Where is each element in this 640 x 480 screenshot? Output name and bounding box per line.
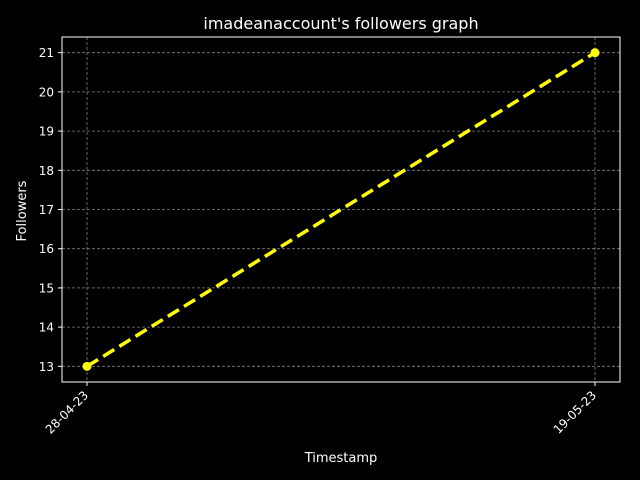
y-axis-label: Followers: [15, 180, 30, 241]
series-layer: [82, 48, 600, 371]
y-tick-label: 21: [39, 46, 54, 60]
grid-lines: [62, 37, 620, 382]
y-axis-ticks: 13 14 15 16 17 18 19 20 21: [39, 46, 62, 374]
y-tick-label: 17: [39, 203, 54, 217]
y-tick-label: 13: [39, 360, 54, 374]
y-tick-label: 20: [39, 85, 54, 99]
data-point: [82, 361, 92, 371]
chart-title: imadeanaccount's followers graph: [203, 14, 478, 33]
y-tick-label: 14: [39, 321, 54, 335]
series-line: [86, 51, 596, 368]
y-tick-label: 18: [39, 164, 54, 178]
x-axis-label: Timestamp: [304, 451, 378, 466]
y-tick-label: 16: [39, 242, 54, 256]
y-tick-label: 19: [39, 125, 54, 139]
y-tick-label: 15: [39, 281, 54, 295]
data-point: [590, 48, 600, 58]
